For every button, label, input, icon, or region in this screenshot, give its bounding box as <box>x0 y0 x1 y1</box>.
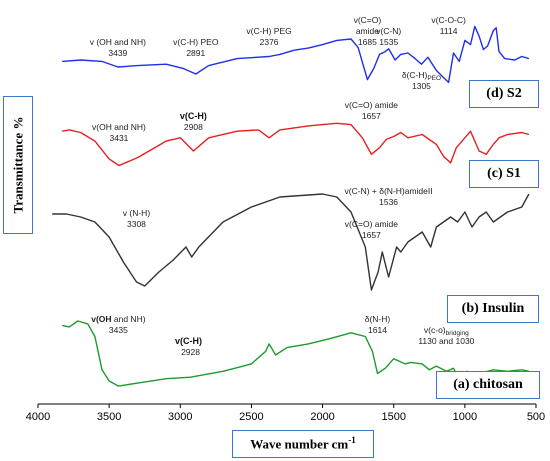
x-tick-label-7: 500 <box>527 411 545 423</box>
annotation-5: 2376 <box>260 37 279 47</box>
annotation-6: v(C=O) <box>354 15 382 25</box>
annotation-18: 2908 <box>184 122 203 132</box>
legend-label-insulin: (b) Insulin <box>447 295 539 323</box>
annotation-0: v (OH and NH) <box>90 37 146 47</box>
annotation-15: v(OH and NH) <box>92 122 146 132</box>
annotation-8: 1685 <box>358 37 377 47</box>
annotation-19: v(C=O) amide <box>345 100 398 110</box>
annotation-9: v(C-N) <box>376 26 401 36</box>
annotation-20: 1657 <box>362 111 381 121</box>
annotation-23: v(C-N) + δ(N-H)amideII <box>345 186 433 196</box>
annotation-28: 3435 <box>109 325 128 335</box>
annotation-7: amide <box>356 26 379 36</box>
x-tick-label-1: 3500 <box>97 411 121 423</box>
x-tick-label-5: 1500 <box>381 411 405 423</box>
annotation-26: 1657 <box>362 230 381 240</box>
annotation-27: v(OH and NH) <box>91 314 145 324</box>
annotation-2: v(C-H) PEO <box>173 37 219 47</box>
annotation-34: 1130 and 1030 <box>418 336 474 346</box>
annotation-12: 1114 <box>440 26 458 36</box>
x-tick-label-2: 3000 <box>168 411 192 423</box>
annotation-33: v(c-o)bridging <box>424 325 469 337</box>
x-axis-label-main: Wave number cm <box>250 436 349 452</box>
annotation-21: v (N-H) <box>123 208 151 218</box>
annotation-13: δ(C-H)PEO <box>402 70 441 82</box>
series-line-0 <box>62 25 530 84</box>
legend-label-s2: (d) S2 <box>469 80 539 108</box>
annotation-22: 3308 <box>127 219 146 229</box>
legend-label-s2-text: (d) S2 <box>486 86 522 101</box>
annotation-4: v(C-H) PEG <box>246 26 291 36</box>
legend-label-chitosan: (a) chitosan <box>436 371 540 399</box>
annotation-29: v(C-H) <box>175 336 202 346</box>
annotation-3: 2891 <box>186 48 205 58</box>
legend-label-insulin-text: (b) Insulin <box>461 301 525 316</box>
annotation-1: 3439 <box>108 48 127 58</box>
x-tick-label-3: 2500 <box>239 411 263 423</box>
annotation-17: v(C-H) <box>180 111 207 121</box>
legend-label-s1-text: (c) S1 <box>487 166 521 181</box>
annotation-31: δ(N-H) <box>365 314 391 324</box>
annotation-24: 1536 <box>379 197 398 207</box>
annotation-16: 3431 <box>109 133 128 143</box>
x-tick-label-0: 4000 <box>26 411 50 423</box>
x-tick-layer: 4000 3500 3000 2500 2000 1500 1000 500 <box>26 404 545 423</box>
y-axis-label-text: Transmittance % <box>10 116 26 214</box>
annotation-25: v(C=O) amide <box>345 219 398 229</box>
x-tick-label-4: 2000 <box>310 411 334 423</box>
x-axis-label-text: Wave number cm-1 <box>250 435 355 452</box>
annotation-30: 2928 <box>181 347 200 357</box>
annotation-32: 1614 <box>368 325 387 335</box>
annotation-10: 1535 <box>379 37 398 47</box>
series-line-1 <box>62 122 530 167</box>
legend-label-chitosan-text: (a) chitosan <box>453 377 523 392</box>
annotation-14: 1305 <box>412 81 431 91</box>
annotation-11: v(C-O-C) <box>431 15 466 25</box>
y-axis-label: Transmittance % <box>3 96 33 234</box>
legend-label-s1: (c) S1 <box>469 160 539 188</box>
series-line-2 <box>52 193 530 291</box>
x-axis-label-unit-exp: -1 <box>348 435 356 446</box>
x-tick-label-6: 1000 <box>453 411 477 423</box>
x-axis-label: Wave number cm-1 <box>232 430 374 458</box>
